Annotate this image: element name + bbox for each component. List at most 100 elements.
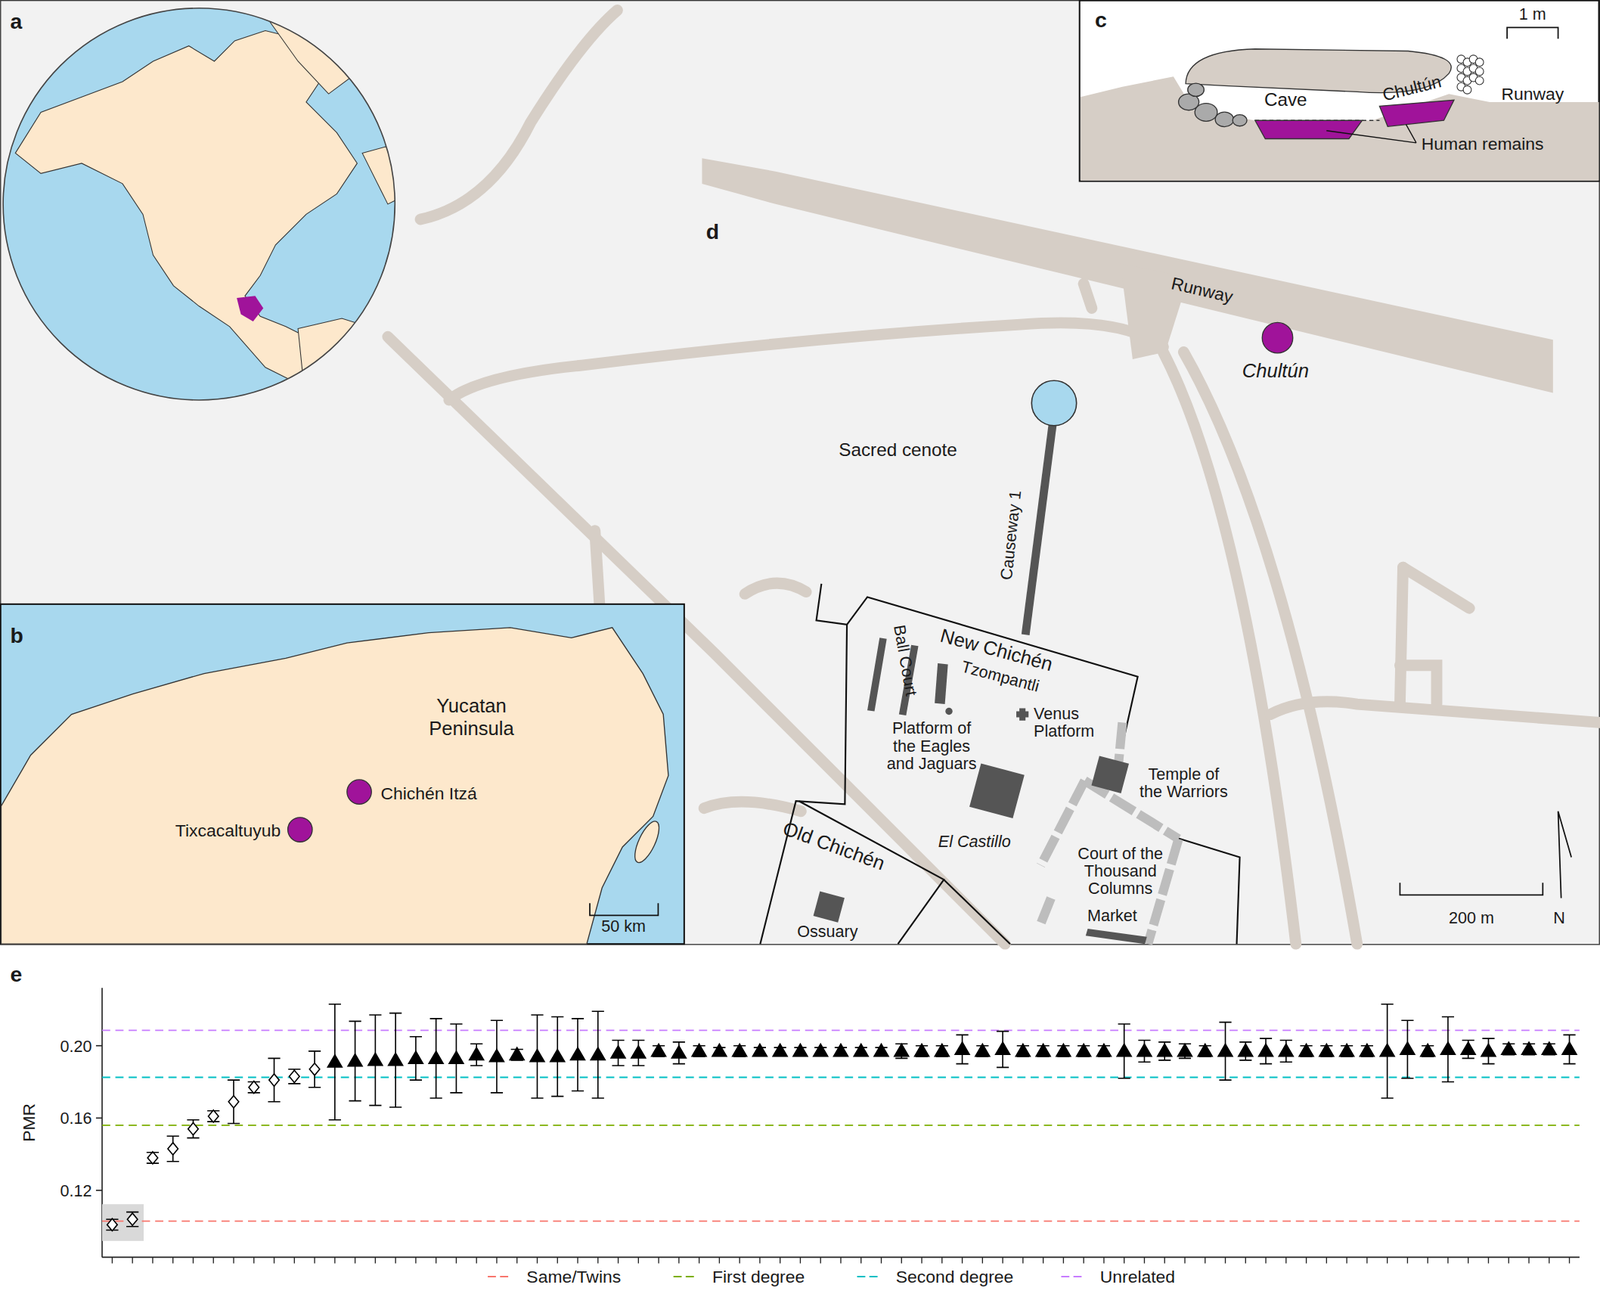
- label: Tixcacaltuyub: [175, 820, 281, 841]
- error-cap: [267, 1100, 280, 1103]
- y-tick: [96, 1189, 103, 1191]
- building: [867, 637, 887, 711]
- site-boundary: [1173, 836, 1241, 944]
- rubble: [1475, 58, 1484, 67]
- error-cap: [611, 1039, 624, 1042]
- error-cap: [1118, 1023, 1131, 1025]
- x-tick: [1488, 1256, 1489, 1263]
- panel-frame: [1079, 0, 1600, 182]
- x-tick: [901, 1256, 903, 1263]
- panel-d-map: RunwayChultúnSacred cenoteCauseway 1New …: [0, 0, 1600, 945]
- building: [1091, 755, 1129, 794]
- land: [0, 627, 668, 944]
- error-bar: [248, 1082, 261, 1093]
- x-tick: [1427, 1256, 1429, 1263]
- rock: [1215, 111, 1234, 127]
- point: [1116, 1043, 1132, 1056]
- x-tick: [1001, 1256, 1003, 1263]
- point: [853, 1043, 869, 1056]
- point: [188, 1122, 199, 1135]
- y-tick: [96, 1117, 103, 1120]
- label: Runway: [1169, 272, 1236, 307]
- error-cap: [895, 1057, 908, 1060]
- label: El Castillo: [938, 831, 1011, 851]
- building: [1085, 928, 1148, 944]
- x-tick: [172, 1256, 174, 1263]
- x-tick: [557, 1256, 559, 1263]
- label: Cave: [1264, 89, 1308, 110]
- point: [934, 1043, 949, 1056]
- point: [610, 1045, 626, 1058]
- scale-bar: [589, 902, 658, 915]
- north-arrow: [1558, 811, 1573, 899]
- error-cap: [308, 1086, 321, 1089]
- label: Market: [1087, 905, 1138, 925]
- point: [289, 1069, 300, 1083]
- error-cap: [1158, 1041, 1171, 1043]
- point: [347, 1054, 363, 1067]
- pointer: [1326, 124, 1417, 143]
- x-tick: [1508, 1256, 1510, 1263]
- point: [975, 1043, 990, 1056]
- x-tick: [496, 1256, 497, 1263]
- error-cap: [1441, 1081, 1455, 1083]
- x-tick: [536, 1256, 538, 1263]
- label: Chultún: [1380, 71, 1444, 105]
- x-tick: [1022, 1256, 1024, 1263]
- error-cap: [186, 1137, 199, 1139]
- label: a: [10, 9, 23, 34]
- point: [530, 1049, 545, 1062]
- error-cap: [1562, 1063, 1576, 1065]
- legend-swatch: [487, 1275, 511, 1278]
- figure: RunwayChultúnSacred cenoteCauseway 1New …: [0, 0, 1600, 1294]
- x-tick: [1063, 1256, 1064, 1263]
- x-tick: [638, 1256, 639, 1263]
- error-cap: [1158, 1059, 1171, 1061]
- point: [1137, 1043, 1152, 1056]
- rock: [1187, 83, 1205, 97]
- error-cap: [1259, 1063, 1272, 1065]
- error-cap: [1239, 1041, 1252, 1043]
- x-tick: [880, 1256, 882, 1263]
- point: [1420, 1043, 1436, 1056]
- point: [752, 1043, 767, 1056]
- error-cap: [1381, 1097, 1394, 1099]
- x-tick: [1245, 1256, 1247, 1263]
- error-bar: [105, 1218, 118, 1230]
- point: [309, 1063, 320, 1076]
- point: [1319, 1043, 1334, 1056]
- x-tick: [334, 1256, 335, 1263]
- point: [914, 1043, 930, 1056]
- x-tick: [375, 1256, 376, 1263]
- x-tick: [273, 1256, 275, 1263]
- y-tick-label: 0.20: [60, 1036, 93, 1056]
- point: [1440, 1041, 1455, 1055]
- x-tick: [860, 1256, 862, 1263]
- x-tick: [435, 1256, 437, 1263]
- error-bar: [207, 1110, 220, 1122]
- label: Old Chichén: [780, 817, 888, 875]
- error-cap: [551, 1016, 564, 1018]
- error-bar: [186, 1119, 199, 1138]
- error-bar: [126, 1212, 139, 1227]
- error-cap: [1259, 1037, 1272, 1039]
- error-cap: [592, 1010, 605, 1012]
- reference-line: [102, 1220, 1580, 1222]
- error-cap: [328, 1119, 342, 1121]
- x-tick: [253, 1256, 255, 1263]
- error-bar: [227, 1079, 240, 1123]
- building: [813, 890, 845, 922]
- x-tick: [800, 1256, 801, 1263]
- point: [813, 1043, 828, 1056]
- point: [732, 1043, 748, 1056]
- label: Tzompantli: [959, 656, 1042, 695]
- x-tick: [1265, 1256, 1266, 1263]
- label: c: [1094, 7, 1107, 32]
- point: [590, 1047, 605, 1060]
- building: [934, 663, 949, 704]
- x-tick: [1305, 1256, 1307, 1263]
- label: Runway: [1500, 83, 1564, 104]
- x-tick: [678, 1256, 680, 1263]
- point: [550, 1049, 565, 1062]
- legend-swatch: [1060, 1275, 1084, 1278]
